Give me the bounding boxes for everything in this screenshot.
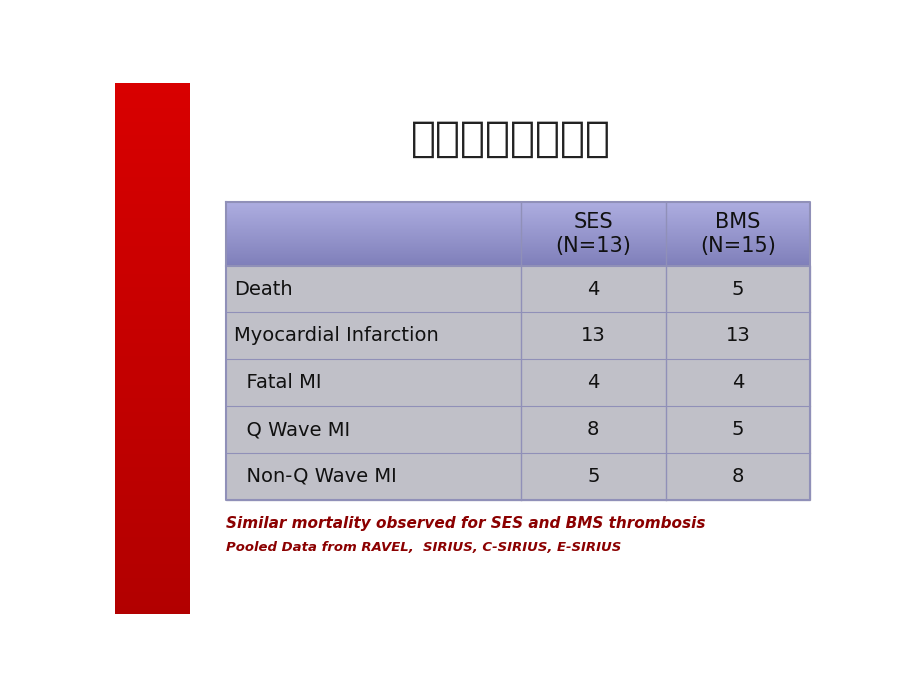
Text: 5: 5: [586, 467, 599, 486]
Text: Non-Q Wave MI: Non-Q Wave MI: [233, 467, 396, 486]
Bar: [225, 406, 810, 453]
Text: 5: 5: [731, 279, 743, 299]
Text: Q Wave MI: Q Wave MI: [233, 420, 350, 439]
Text: Death: Death: [233, 279, 292, 299]
Text: 8: 8: [586, 420, 599, 439]
Text: 支架内血栓的预后: 支架内血栓的预后: [410, 117, 610, 159]
Text: Pooled Data from RAVEL,  SIRIUS, C-SIRIUS, E-SIRIUS: Pooled Data from RAVEL, SIRIUS, C-SIRIUS…: [225, 541, 620, 554]
Text: Similar mortality observed for SES and BMS thrombosis: Similar mortality observed for SES and B…: [225, 516, 704, 531]
Text: BMS
(N=15): BMS (N=15): [699, 212, 775, 257]
Text: 13: 13: [725, 326, 750, 346]
Text: 4: 4: [586, 279, 599, 299]
Text: Myocardial Infarction: Myocardial Infarction: [233, 326, 438, 346]
Bar: [225, 359, 810, 406]
Bar: [225, 266, 810, 313]
Text: 13: 13: [580, 326, 605, 346]
Text: 5: 5: [731, 420, 743, 439]
Bar: [225, 453, 810, 500]
Text: 4: 4: [731, 373, 743, 392]
Text: 8: 8: [731, 467, 743, 486]
Bar: [225, 313, 810, 359]
Text: 4: 4: [586, 373, 599, 392]
Text: SES
(N=13): SES (N=13): [555, 212, 630, 257]
Text: Fatal MI: Fatal MI: [233, 373, 322, 392]
